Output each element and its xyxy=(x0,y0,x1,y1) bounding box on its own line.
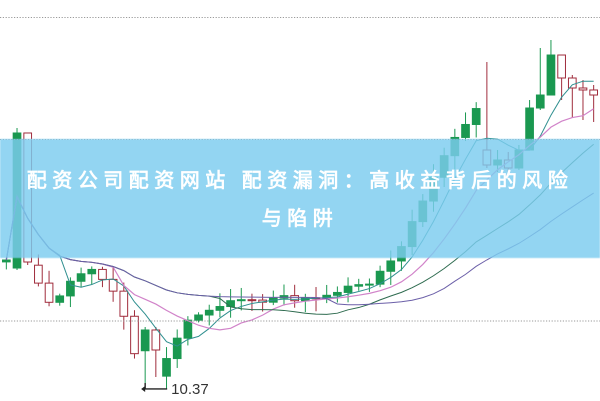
svg-text:10.37: 10.37 xyxy=(171,381,209,398)
